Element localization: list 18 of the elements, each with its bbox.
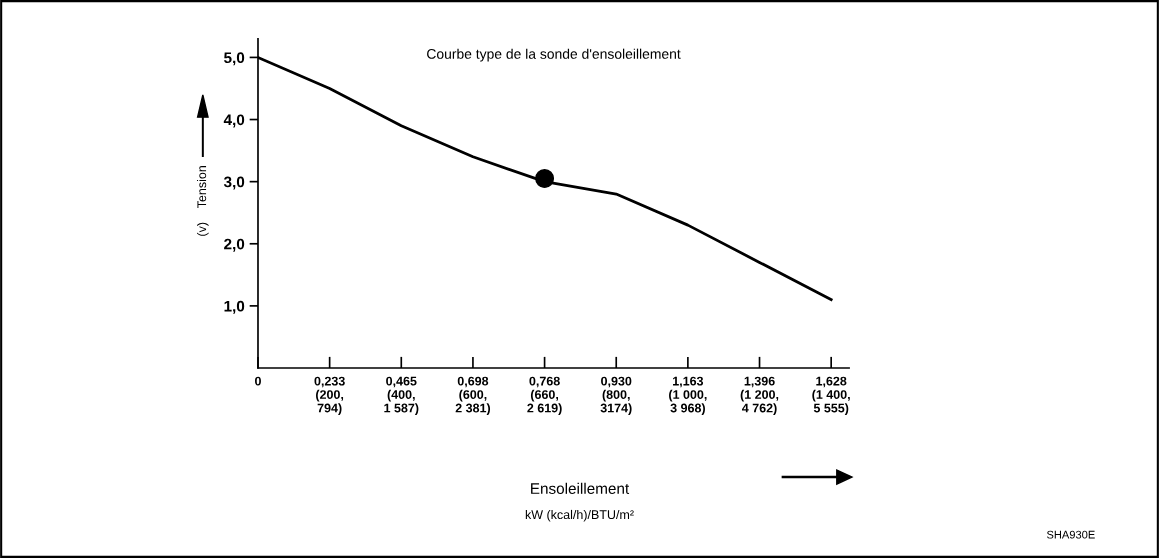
y-tick-label: 2,0	[224, 238, 245, 252]
x-tick-label: 0,768 (660, 2 619)	[527, 376, 562, 415]
x-tick-label: 0,930 (800, 3174)	[600, 376, 632, 415]
text: SHA930E	[1046, 530, 1095, 539]
x-tick-label: 0	[255, 376, 261, 386]
x-tick-label: 1,396 (1 200, 4 762)	[740, 376, 779, 415]
y-tick-label: 4,0	[223, 114, 245, 128]
y-tick-label: 3,0	[223, 176, 245, 190]
x-tick-label: 0,698 (600, 2 381)	[455, 376, 491, 415]
y-tick-label: 5,0	[224, 52, 245, 66]
x-tick-label: 0,465 (400, 1 587)	[384, 376, 419, 415]
x-tick-label: 0,233 (200, 794)	[314, 376, 345, 415]
x-tick-label: 1,163 (1 000, 3 968)	[669, 376, 707, 415]
text: Courbe type de la sonde d'ensoleillement	[427, 48, 681, 62]
x-tick-label: 1,628 (1 400, 5 555)	[812, 376, 850, 415]
y-axis-title: (v) Tension	[197, 166, 209, 236]
x-axis-title: Ensoleillement kW (kcal/h)/BTU/m²	[525, 482, 634, 522]
y-tick-label: 1,0	[224, 300, 245, 314]
